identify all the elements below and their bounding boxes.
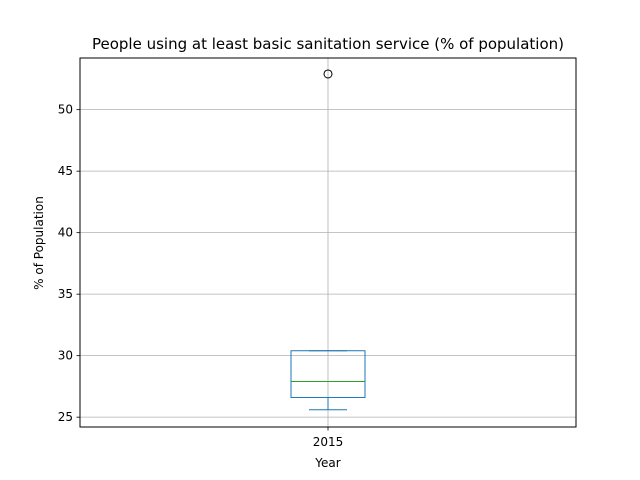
y-axis-label: % of Population (32, 196, 46, 290)
y-tick-label: 35 (58, 287, 73, 301)
y-tick-label: 45 (58, 164, 73, 178)
y-tick-label: 50 (58, 103, 73, 117)
outlier-point (323, 69, 333, 79)
box-iqr (290, 350, 366, 398)
grid-layer (80, 58, 576, 427)
y-tick-label: 30 (58, 349, 73, 363)
x-axis-label: Year (314, 456, 340, 470)
x-tick-label: 2015 (313, 435, 344, 449)
y-tick-label: 40 (58, 226, 73, 240)
chart-title: People using at least basic sanitation s… (92, 35, 564, 53)
box-layer (290, 69, 366, 411)
tick-layer: 25 30 35 40 45 50 2015 (58, 103, 344, 449)
y-tick-label: 25 (58, 410, 73, 424)
